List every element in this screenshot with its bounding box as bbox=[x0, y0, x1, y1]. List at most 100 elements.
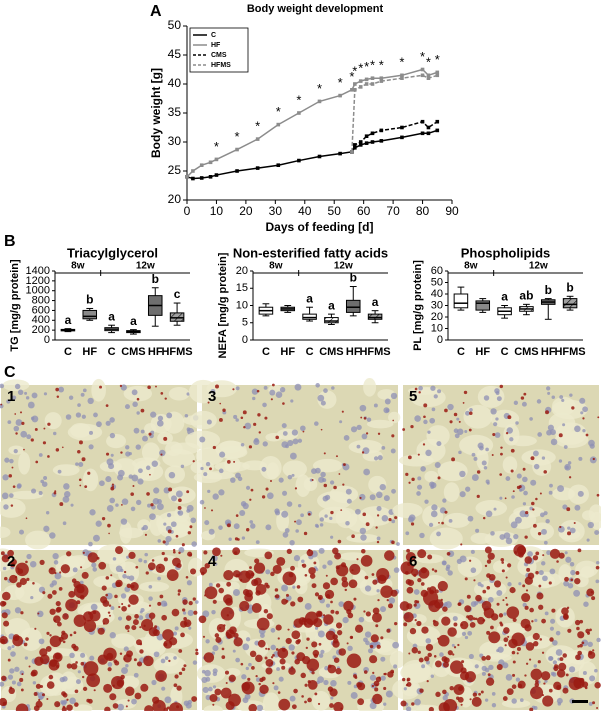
nucleus bbox=[27, 401, 35, 409]
nucleus bbox=[391, 519, 396, 524]
nucleus bbox=[516, 473, 522, 479]
tissue-space bbox=[443, 482, 460, 503]
lipid-droplet bbox=[556, 669, 566, 678]
nucleus bbox=[503, 612, 507, 616]
nucleus bbox=[436, 441, 442, 447]
lipid-droplet bbox=[349, 563, 361, 575]
lipid-droplet bbox=[333, 701, 344, 711]
lipid-droplet bbox=[108, 604, 112, 607]
y-axis-label: TG [mg/g protein] bbox=[9, 259, 21, 352]
lipid-droplet bbox=[99, 385, 102, 389]
nucleus bbox=[559, 395, 564, 399]
nucleus bbox=[125, 445, 130, 450]
lipid-droplet bbox=[304, 683, 308, 687]
lipid-droplet bbox=[507, 415, 512, 420]
lipid-droplet bbox=[46, 681, 55, 689]
lipid-droplet bbox=[233, 632, 239, 639]
lipid-droplet bbox=[523, 392, 527, 396]
nucleus bbox=[330, 696, 334, 700]
nucleus bbox=[468, 653, 474, 660]
nucleus bbox=[567, 461, 572, 465]
data-point bbox=[358, 79, 363, 83]
lipid-droplet bbox=[420, 567, 427, 574]
data-point bbox=[191, 176, 195, 181]
nucleus bbox=[434, 462, 441, 469]
lipid-droplet bbox=[425, 643, 434, 652]
lipid-droplet bbox=[254, 558, 260, 564]
lipid-droplet bbox=[215, 583, 221, 588]
tissue-space bbox=[551, 399, 588, 420]
tissue-space bbox=[392, 502, 423, 519]
lipid-droplet bbox=[255, 584, 267, 595]
lipid-droplet bbox=[148, 627, 158, 637]
nucleus bbox=[550, 438, 558, 446]
lipid-droplet bbox=[146, 492, 150, 496]
lipid-droplet bbox=[163, 436, 168, 441]
nucleus bbox=[117, 616, 123, 621]
lipid-droplet bbox=[291, 630, 301, 640]
lipid-droplet bbox=[227, 460, 231, 464]
lipid-droplet bbox=[43, 427, 46, 430]
lipid-droplet bbox=[120, 503, 123, 506]
lipid-droplet bbox=[383, 672, 386, 676]
lipid-droplet bbox=[53, 619, 57, 622]
x-tick-label: C bbox=[457, 346, 465, 358]
lipid-droplet bbox=[272, 564, 282, 574]
lipid-droplet bbox=[296, 652, 306, 662]
lipid-droplet bbox=[343, 600, 354, 612]
nucleus bbox=[2, 566, 7, 571]
nucleus bbox=[289, 452, 297, 460]
lipid-droplet bbox=[429, 586, 437, 594]
image-label: 5 bbox=[409, 388, 417, 405]
tissue-space bbox=[189, 410, 217, 430]
lipid-droplet bbox=[121, 603, 124, 606]
x-tick-label: 20 bbox=[239, 204, 253, 218]
nucleus bbox=[552, 660, 558, 665]
tissue-space bbox=[366, 419, 394, 429]
lipid-droplet bbox=[176, 685, 182, 691]
lipid-droplet bbox=[84, 485, 88, 489]
nucleus bbox=[519, 488, 523, 492]
lipid-droplet bbox=[121, 605, 127, 612]
lipid-droplet bbox=[387, 671, 394, 678]
lipid-droplet bbox=[309, 573, 316, 579]
lipid-droplet bbox=[496, 664, 503, 671]
nucleus bbox=[541, 456, 546, 460]
data-point bbox=[379, 139, 384, 143]
lipid-droplet bbox=[500, 452, 503, 456]
y-tick-label: 10 bbox=[236, 299, 248, 311]
lipid-droplet bbox=[195, 651, 199, 656]
lipid-droplet bbox=[592, 701, 596, 705]
x-tick-label: CMS bbox=[319, 346, 343, 358]
data-point bbox=[235, 169, 239, 173]
lipid-droplet bbox=[402, 428, 406, 431]
tissue-space bbox=[363, 377, 377, 397]
nucleus bbox=[418, 385, 423, 391]
lipid-droplet bbox=[538, 604, 544, 610]
nucleus bbox=[170, 521, 177, 528]
data-point bbox=[353, 143, 357, 147]
lipid-droplet bbox=[30, 438, 34, 442]
nucleus bbox=[164, 656, 169, 660]
nucleus bbox=[109, 632, 116, 639]
nucleus bbox=[75, 679, 81, 685]
lipid-droplet bbox=[538, 584, 542, 588]
nucleus bbox=[207, 489, 211, 493]
nucleus bbox=[153, 487, 160, 494]
lipid-droplet bbox=[500, 623, 504, 627]
nucleus bbox=[204, 669, 211, 677]
data-point bbox=[364, 134, 369, 138]
nucleus bbox=[561, 398, 565, 402]
nucleus bbox=[364, 585, 372, 592]
tissue-space bbox=[25, 530, 51, 550]
nucleus bbox=[160, 658, 166, 664]
lipid-droplet bbox=[342, 483, 345, 486]
series-line bbox=[186, 68, 438, 178]
nucleus bbox=[493, 507, 497, 511]
nucleus bbox=[24, 391, 28, 395]
nucleus bbox=[423, 419, 428, 425]
tissue-space bbox=[168, 387, 190, 401]
lipid-droplet bbox=[149, 473, 151, 476]
tissue-space bbox=[282, 460, 307, 478]
nucleus bbox=[582, 406, 588, 413]
